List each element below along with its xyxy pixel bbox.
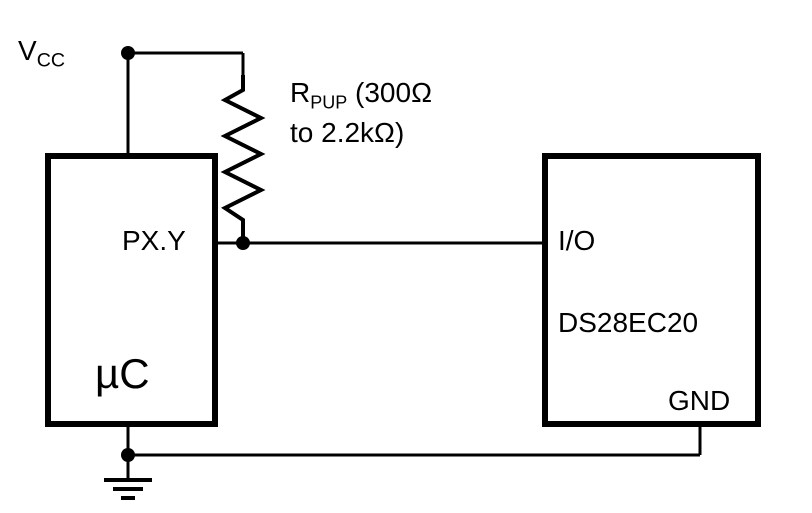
vcc-label: VCC bbox=[18, 35, 65, 73]
io-label: I/O bbox=[558, 225, 595, 257]
rpup-val1: (300Ω bbox=[347, 77, 432, 108]
rpup-sub: PUP bbox=[310, 93, 347, 113]
rpup-label: RPUP (300Ω to 2.2kΩ) bbox=[290, 75, 432, 151]
rpup-val2: to 2.2kΩ) bbox=[290, 117, 404, 148]
pxy-label: PX.Y bbox=[122, 225, 186, 257]
resistor-icon bbox=[225, 75, 261, 243]
vcc-node bbox=[121, 46, 135, 60]
rpup-r: R bbox=[290, 77, 310, 108]
gnd-label: GND bbox=[668, 385, 730, 417]
vcc-text: V bbox=[18, 35, 37, 66]
ds-label: DS28EC20 bbox=[558, 307, 698, 339]
vcc-sub: CC bbox=[37, 50, 65, 72]
uc-label: µC bbox=[95, 350, 150, 398]
ground-icon bbox=[104, 480, 152, 498]
ds-box bbox=[545, 156, 758, 424]
gnd-node bbox=[121, 448, 135, 462]
rpup-bottom-node bbox=[236, 236, 250, 250]
